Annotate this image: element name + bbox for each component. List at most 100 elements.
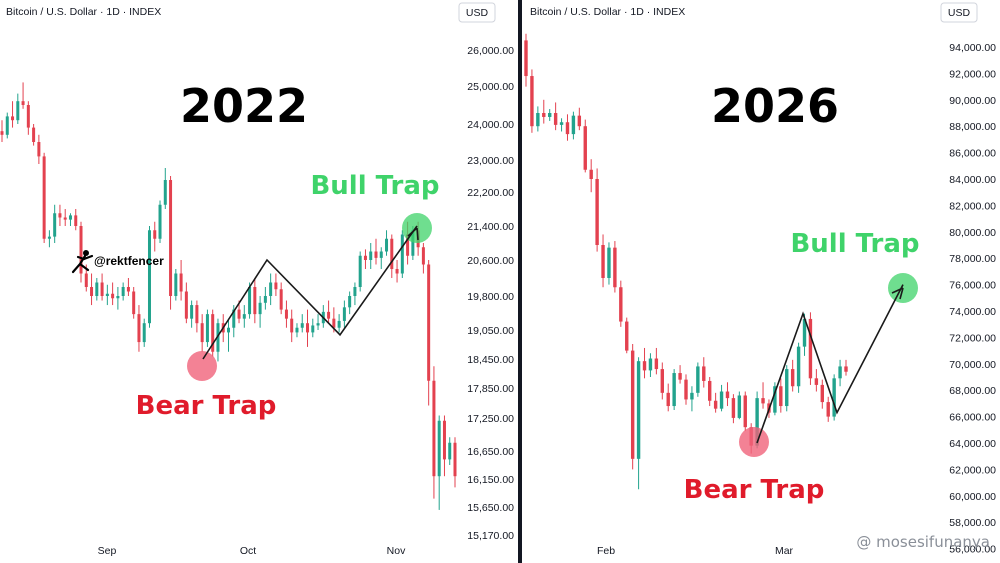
candle-body	[702, 366, 706, 381]
left-candle	[316, 314, 320, 330]
left-x-tick-label: Nov	[387, 545, 406, 557]
left-currency-button[interactable]	[458, 2, 496, 23]
candle-body	[342, 307, 346, 321]
candle-body	[253, 287, 257, 315]
left-candle	[42, 152, 46, 243]
left-candle	[205, 309, 209, 347]
right-candle	[636, 357, 641, 490]
candle-body	[174, 273, 178, 296]
right-y-tick-label: 58,000.00	[949, 517, 996, 529]
left-candle	[200, 314, 204, 352]
left-candle	[132, 287, 136, 319]
candle-body	[755, 398, 759, 446]
candle-body	[820, 384, 824, 403]
right-candle	[802, 313, 807, 356]
candle-body	[290, 318, 294, 333]
left-candle	[300, 314, 304, 333]
candle-body	[227, 327, 230, 333]
right-candle	[743, 391, 747, 432]
right-candle	[642, 347, 647, 379]
left-candle	[295, 323, 299, 338]
right-candle	[808, 312, 813, 385]
candle-body	[779, 386, 783, 407]
candle-body	[142, 323, 146, 343]
candle-body	[327, 311, 331, 319]
candle-body	[731, 398, 736, 418]
candle-body	[613, 247, 617, 288]
left-candle	[421, 243, 425, 274]
candle-body	[63, 217, 67, 220]
left-y-tick-label: 22,200.00	[467, 187, 514, 199]
candle-body	[577, 115, 582, 127]
left-y-tick-label: 24,000.00	[467, 119, 514, 131]
candle-body	[84, 273, 88, 287]
right-x-tick-label: Mar	[775, 545, 794, 557]
right-bear-trap-marker	[739, 427, 769, 457]
user-tag: @rektfencer	[94, 254, 164, 268]
candle-body	[284, 309, 288, 319]
candle-body	[16, 101, 20, 121]
left-candle	[211, 309, 215, 357]
left-candle	[448, 437, 452, 465]
left-candle	[348, 291, 352, 315]
candle-body	[269, 282, 273, 296]
candle-body	[743, 395, 747, 428]
candle-body	[571, 115, 576, 135]
candle-body	[690, 392, 694, 400]
right-y-tick-label: 64,000.00	[949, 438, 996, 450]
left-y-tick-label: 20,600.00	[467, 255, 514, 267]
candle-body	[169, 180, 173, 296]
right-candle	[595, 168, 599, 252]
candle-body	[21, 101, 25, 105]
left-y-tick-label: 16,650.00	[467, 446, 514, 458]
left-candle	[111, 282, 115, 306]
right-candle	[696, 362, 700, 397]
right-candle	[553, 102, 558, 131]
candle-body	[406, 234, 410, 256]
left-x-tick-label: Oct	[240, 545, 256, 557]
right-candle	[672, 369, 676, 410]
right-y-tick-label: 90,000.00	[949, 95, 996, 107]
candle-body	[279, 289, 283, 310]
candle-body	[625, 321, 629, 351]
candle-body	[802, 318, 807, 347]
candle-body	[642, 361, 647, 371]
left-chart-panel: Bitcoin / U.S. Dollar · 1D · INDEX USD 2…	[0, 2, 514, 557]
left-trap-path	[202, 225, 418, 360]
candle-body	[654, 358, 659, 370]
candle-body	[126, 287, 130, 292]
right-x-tick-label: Feb	[597, 545, 615, 557]
right-candle	[577, 107, 582, 131]
left-candle	[274, 273, 278, 296]
candle-body	[158, 204, 162, 239]
left-y-tick-label: 17,850.00	[467, 383, 514, 395]
candle-body	[725, 391, 730, 399]
left-candle	[79, 221, 83, 283]
candle-body	[205, 314, 209, 343]
candle-body	[163, 180, 167, 205]
right-candle	[678, 365, 682, 384]
right-y-tick-label: 72,000.00	[949, 332, 996, 344]
left-candle	[32, 124, 36, 146]
left-bull-trap-label: Bull Trap	[310, 171, 439, 201]
right-currency-button[interactable]	[940, 2, 978, 23]
right-currency-label: USD	[948, 7, 971, 19]
left-candle	[248, 282, 252, 319]
left-candle	[374, 238, 378, 265]
candle-body	[432, 380, 436, 477]
right-candle	[648, 353, 653, 377]
candle-body	[838, 366, 842, 379]
left-candle	[427, 260, 431, 406]
candle-body	[5, 116, 9, 135]
candle-body	[678, 373, 682, 380]
watermark: @ mosesifunanya	[856, 533, 990, 551]
left-candle	[90, 273, 94, 306]
candle-body	[111, 293, 115, 299]
left-candle	[453, 437, 457, 488]
right-y-tick-label: 88,000.00	[949, 121, 996, 133]
left-candle	[121, 282, 125, 301]
left-candle	[5, 112, 9, 139]
candle-body	[696, 366, 700, 393]
candle-body	[844, 366, 848, 372]
left-arrowhead	[407, 227, 419, 241]
